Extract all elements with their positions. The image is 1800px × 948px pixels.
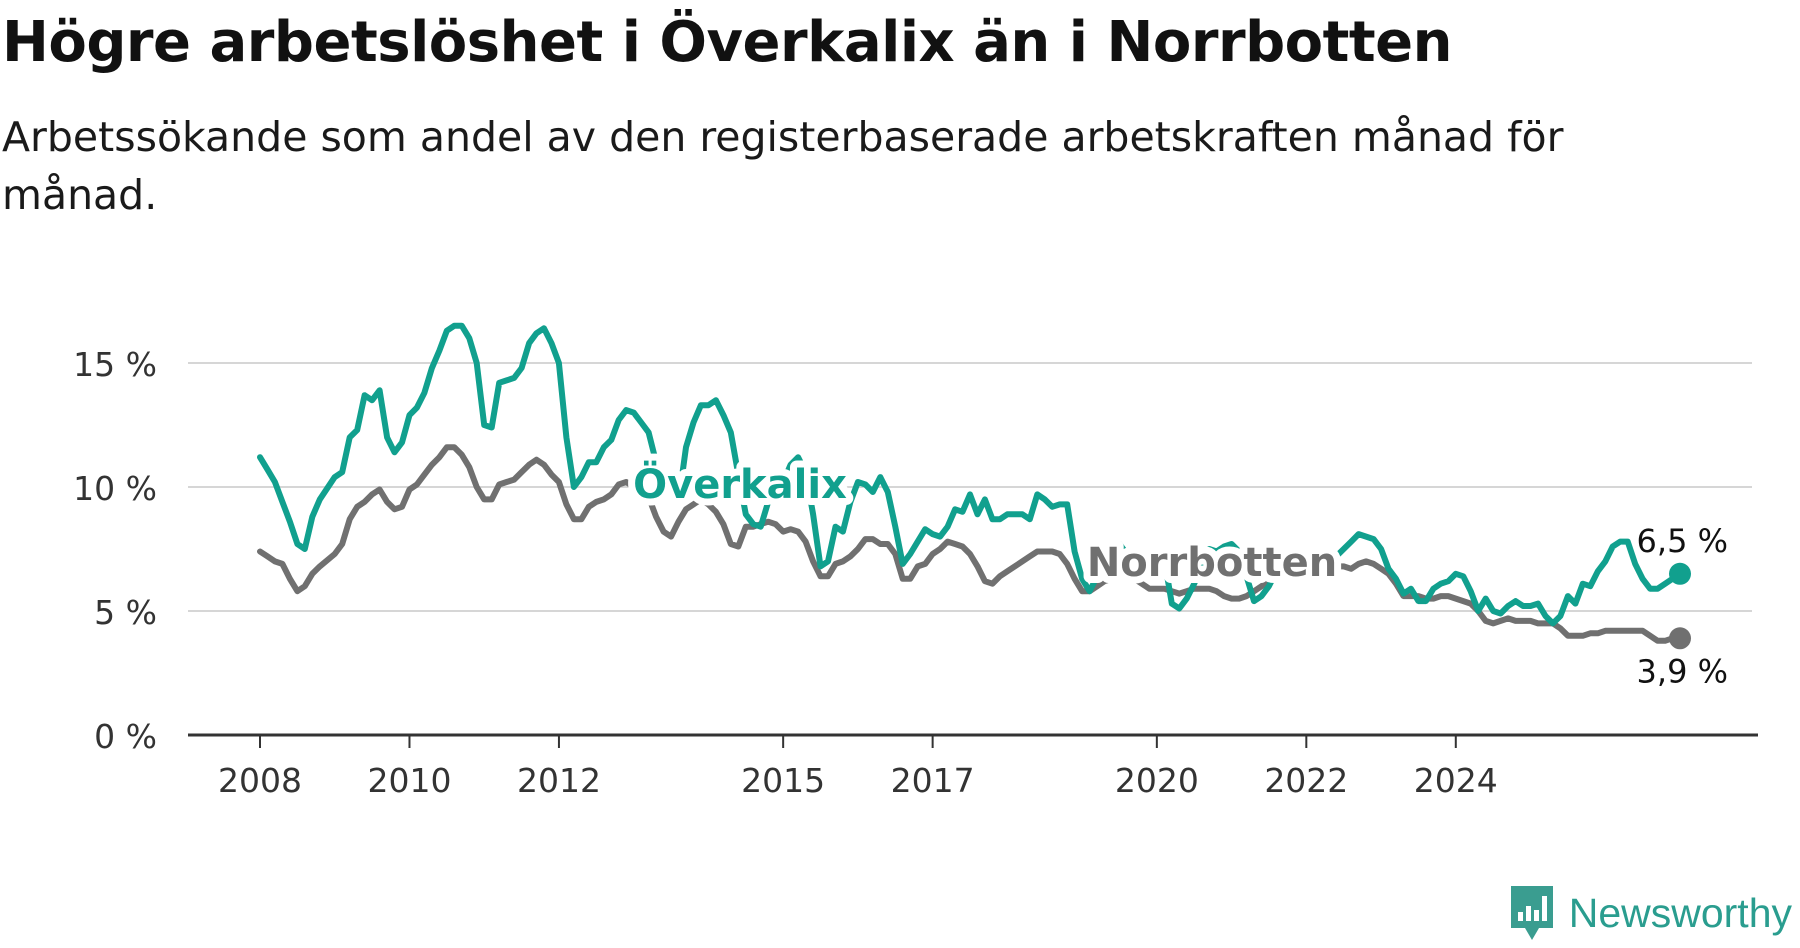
y-tick-label: 0 % bbox=[94, 717, 157, 756]
x-tick-label: 2015 bbox=[741, 761, 825, 800]
chart-title: Högre arbetslöshet i Överkalix än i Norr… bbox=[2, 10, 1453, 75]
series-name-label: Överkalix bbox=[633, 460, 847, 508]
series-end-dot bbox=[1669, 627, 1691, 650]
x-tick-label: 2008 bbox=[218, 761, 302, 800]
chart-subtitle: Arbetssökande som andel av den registerb… bbox=[2, 113, 1564, 219]
brand-name: Newsworthy bbox=[1568, 889, 1792, 936]
y-tick-label: 5 % bbox=[94, 593, 157, 632]
series-end-dot bbox=[1669, 562, 1691, 585]
series-labels: 6,5 % 3,9 % Överkalix Norrbotten bbox=[626, 453, 1728, 690]
newsworthy-logo: Newsworthy bbox=[1507, 878, 1792, 948]
series-lines bbox=[257, 322, 1691, 650]
series-name-label: Norrbotten bbox=[1087, 540, 1337, 586]
x-tick-label: 2012 bbox=[517, 761, 601, 800]
bar-chart-speech-bubble-icon bbox=[1510, 886, 1553, 940]
y-tick-label: 15 % bbox=[73, 345, 157, 384]
x-tick-label: 2020 bbox=[1115, 761, 1199, 800]
x-tick-label: 2010 bbox=[367, 761, 451, 800]
y-tick-label: 10 % bbox=[73, 469, 157, 508]
series-line--verkalix bbox=[257, 322, 1683, 627]
x-tick-label: 2017 bbox=[891, 761, 975, 800]
series-line-norrbotten bbox=[257, 444, 1683, 644]
y-axis-ticks: 0 % 5 % 10 % 15 % bbox=[73, 345, 157, 756]
x-tick-label: 2024 bbox=[1414, 761, 1498, 800]
series-end-value-label: 3,9 % bbox=[1637, 652, 1728, 690]
x-axis-ticks: 2008 2010 2012 2015 2017 2020 2022 2024 bbox=[218, 735, 1498, 800]
x-tick-label: 2022 bbox=[1264, 761, 1348, 800]
series-end-value-label: 6,5 % bbox=[1637, 522, 1728, 560]
